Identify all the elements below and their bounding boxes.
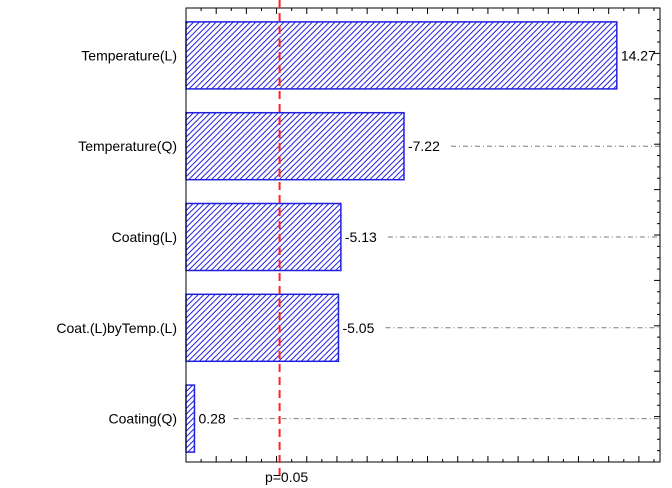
- bar: [185, 202, 342, 272]
- value-label: -5.05: [342, 320, 374, 336]
- category-label: Temperature(Q): [78, 138, 177, 154]
- bars: [185, 21, 618, 453]
- category-labels: Temperature(L) Temperature(Q) Coating(L) Co…: [56, 47, 177, 426]
- value-label: -5.13: [345, 229, 377, 245]
- value-label: -7.22: [408, 138, 440, 154]
- bar: [185, 293, 340, 363]
- value-label: 14.27: [621, 47, 656, 63]
- category-label: Temperature(L): [81, 47, 177, 63]
- value-label: 0.28: [198, 411, 225, 427]
- category-label: Coating(L): [112, 229, 177, 245]
- leader-lines: [233, 145, 660, 420]
- value-labels: 14.27 -7.22 -5.13 -5.05 0.28: [198, 47, 656, 426]
- bar: [185, 21, 618, 90]
- category-label: Coating(Q): [109, 411, 177, 427]
- bar: [185, 111, 405, 181]
- category-label: Coat.(L)byTemp.(L): [56, 320, 177, 336]
- reference-label: p=0.05: [265, 469, 308, 485]
- axis-ticks: [185, 7, 660, 463]
- bar: [185, 384, 196, 453]
